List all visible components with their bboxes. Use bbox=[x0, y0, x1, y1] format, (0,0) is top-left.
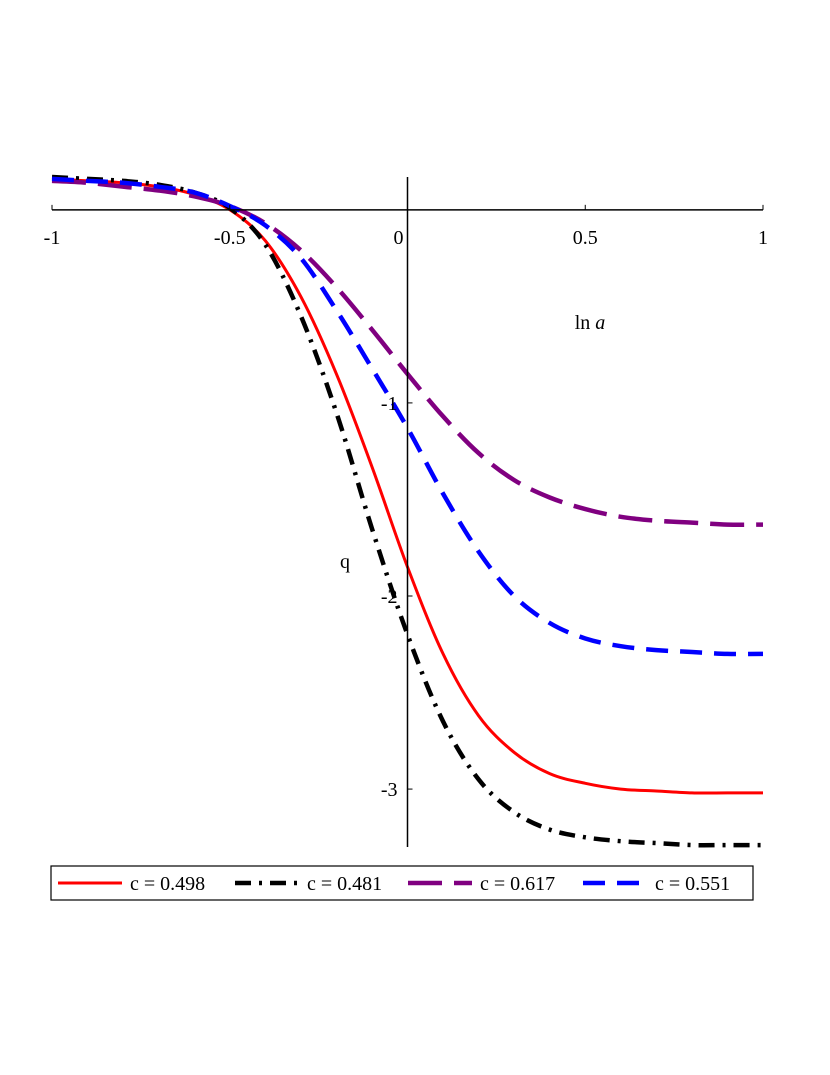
x-tick-label: 1 bbox=[758, 227, 768, 249]
legend: c = 0.498 c = 0.481 c = 0.617 c = 0.551 bbox=[50, 865, 754, 901]
legend-label-3: c = 0.617 bbox=[480, 873, 555, 895]
x-tick-label: -0.5 bbox=[214, 227, 246, 249]
y-tick-label: -3 bbox=[381, 779, 398, 801]
series-line-2 bbox=[51, 174, 763, 848]
series-line-1 bbox=[51, 177, 763, 795]
x-tick-label: 0.5 bbox=[573, 227, 598, 249]
y-tick-label: -2 bbox=[381, 586, 398, 608]
ticks-layer: -1 -0.5 0 0.5 1 -1 -2 -3 bbox=[44, 204, 768, 801]
y-axis-label: q bbox=[340, 551, 350, 573]
series-line-4 bbox=[51, 176, 764, 657]
x-tick-label: -1 bbox=[44, 227, 61, 249]
x-axis-label: ln a bbox=[575, 312, 606, 334]
legend-label-4: c = 0.551 bbox=[655, 873, 730, 895]
axes-layer bbox=[52, 177, 763, 847]
x-tick-label: 0 bbox=[394, 227, 404, 249]
legend-label-2: c = 0.481 bbox=[307, 873, 382, 895]
y-tick-label: -1 bbox=[381, 393, 398, 415]
legend-label-1: c = 0.498 bbox=[130, 873, 205, 895]
